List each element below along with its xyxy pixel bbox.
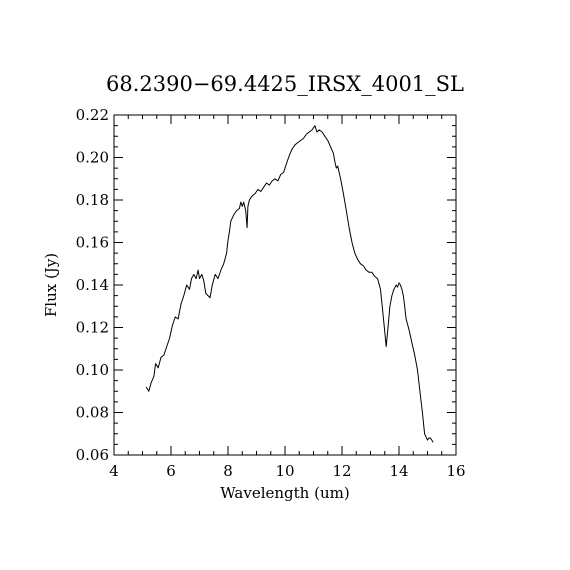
x-tick-label: 14 — [389, 462, 408, 480]
y-tick-label: 0.14 — [76, 276, 109, 294]
y-tick-label: 0.16 — [76, 234, 109, 252]
y-axis-label: Flux (Jy) — [42, 253, 60, 317]
series-line — [145, 125, 434, 443]
y-tick-label: 0.06 — [76, 446, 109, 464]
x-tick-label: 10 — [275, 462, 294, 480]
y-tick-label: 0.08 — [76, 404, 109, 422]
y-tick-label: 0.12 — [76, 319, 109, 337]
chart-title: 68.2390−69.4425_IRSX_4001_SL — [106, 72, 464, 96]
y-tick-label: 0.10 — [76, 361, 109, 379]
y-tick-label: 0.22 — [76, 106, 109, 124]
x-axis-label: Wavelength (um) — [220, 484, 349, 502]
x-tick-label: 4 — [109, 462, 119, 480]
plot-frame — [113, 114, 457, 456]
x-tick-label: 12 — [332, 462, 351, 480]
x-tick-label: 16 — [446, 462, 465, 480]
x-tick-label: 6 — [166, 462, 176, 480]
y-tick-label: 0.20 — [76, 149, 109, 167]
x-tick-labels: 4 6 8 10 12 14 16 — [109, 462, 465, 480]
axis-ticks — [113, 114, 457, 456]
y-tick-labels: 0.06 0.08 0.10 0.12 0.14 0.16 0.18 0.20 0.22 — [76, 106, 109, 464]
y-tick-label: 0.18 — [76, 191, 109, 209]
x-tick-label: 8 — [223, 462, 233, 480]
